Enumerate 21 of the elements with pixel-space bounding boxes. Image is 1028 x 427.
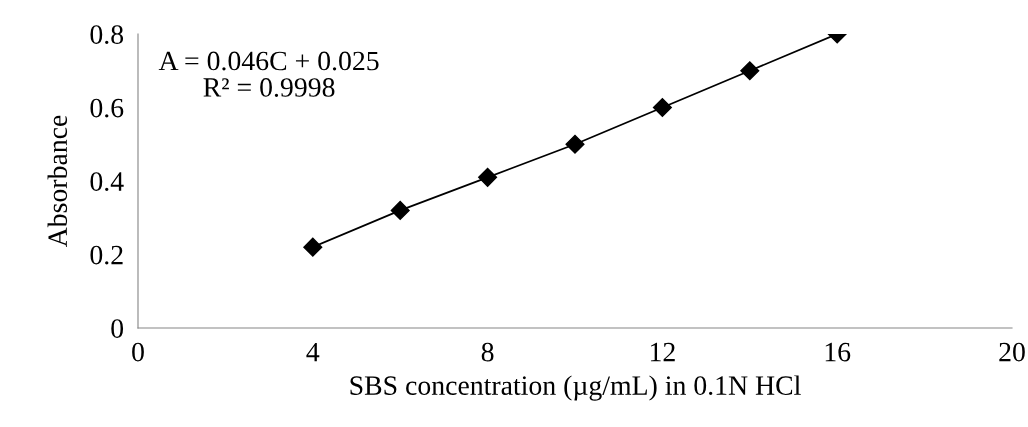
point (565, 134, 585, 154)
x-tick-label: 4 (306, 342, 320, 362)
y-tick-label: 0.4 (90, 172, 124, 192)
x-tick-label: 20 (999, 342, 1025, 362)
x-tick-label: 16 (825, 342, 851, 362)
y-tick-label: 0.8 (90, 25, 124, 45)
x-axis-title: SBS concentration (µg/mL) in 0.1N HCl (350, 375, 801, 401)
x-tick-label: 12 (650, 342, 675, 362)
annotation: R² = 0.9998 (203, 78, 335, 97)
point (740, 61, 760, 81)
x-tick-label: 0 (132, 342, 144, 362)
point (390, 200, 410, 220)
point (303, 237, 323, 257)
y-axis-title: Absorbance (47, 115, 68, 248)
y-tick-label: 0.6 (90, 98, 124, 118)
y-tick-label: 0.2 (90, 245, 123, 265)
annotation: A = 0.046C + 0.025 (158, 51, 379, 71)
point (652, 97, 672, 118)
x-tick-label: 8 (481, 342, 494, 362)
point (478, 167, 498, 187)
y-tick-label: 0 (111, 319, 124, 338)
